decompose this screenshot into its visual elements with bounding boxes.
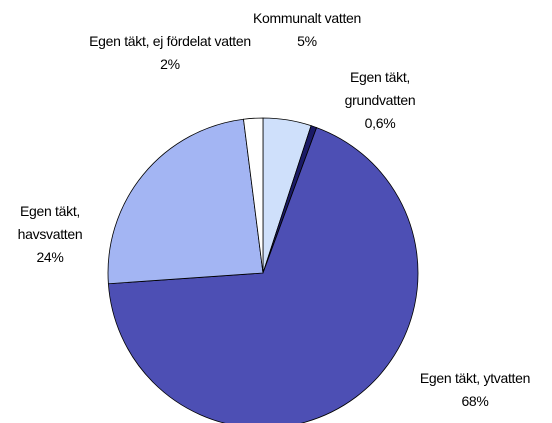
category-label: Egen täkt, ej fördelat vatten bbox=[89, 33, 251, 49]
slice-label: Kommunalt vatten 5% bbox=[227, 7, 387, 53]
category-label: Egen täkt, ytvatten bbox=[419, 370, 531, 386]
value-label: 5% bbox=[297, 33, 317, 49]
value-label: 0,6% bbox=[364, 115, 396, 131]
pie-slice bbox=[107, 127, 419, 423]
slice-label: Egen täkt, ej fördelat vatten 2% bbox=[83, 30, 258, 76]
slice-label: Egen täkt, havsvatten 24% bbox=[0, 200, 100, 269]
pie-slice bbox=[107, 118, 264, 285]
category-label: Egen täkt, grundvatten bbox=[344, 69, 416, 108]
value-label: 2% bbox=[160, 56, 180, 72]
value-label: 68% bbox=[461, 393, 489, 409]
slice-label: Egen täkt, ytvatten 68% bbox=[390, 367, 552, 413]
pie-slice bbox=[243, 117, 264, 274]
value-label: 24% bbox=[36, 249, 64, 265]
category-label: Egen täkt, havsvatten bbox=[17, 203, 83, 242]
slice-label: Egen täkt, grundvatten 0,6% bbox=[325, 66, 435, 135]
category-label: Kommunalt vatten bbox=[252, 10, 362, 26]
